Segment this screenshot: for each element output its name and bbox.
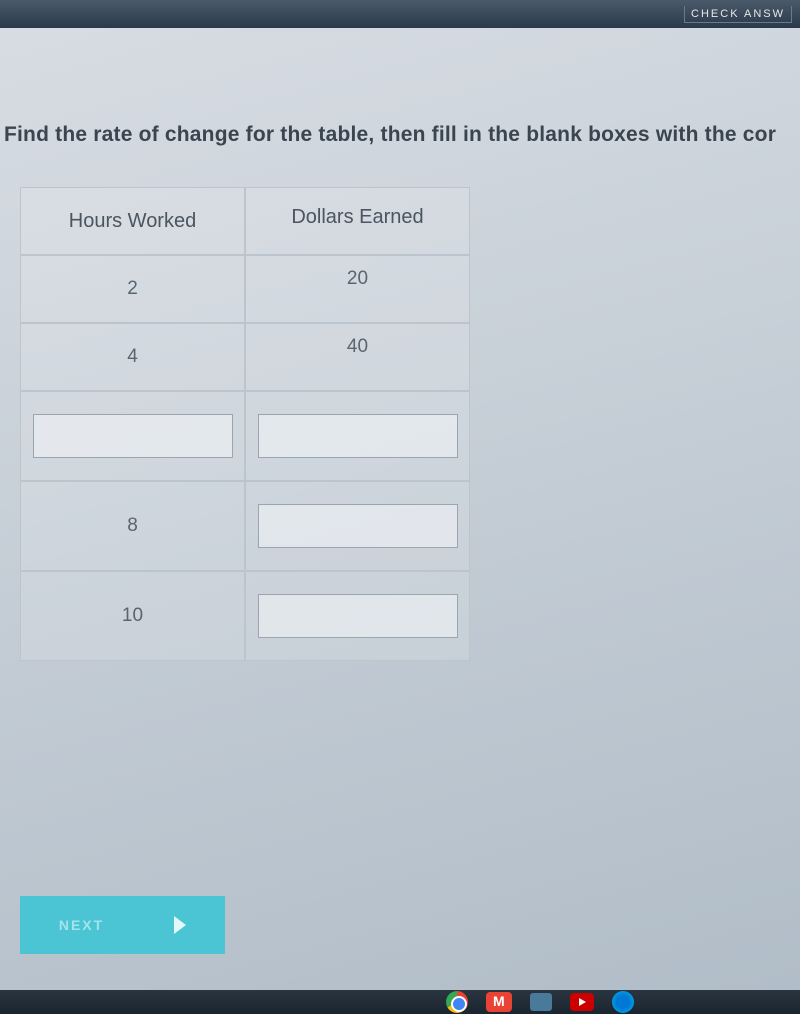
table-cell-hours: 8 [20, 481, 245, 571]
next-button[interactable]: NEXT [20, 896, 225, 954]
dollars-input[interactable] [258, 594, 458, 638]
check-answer-button[interactable]: CHECK ANSW [684, 6, 792, 23]
data-table: Hours Worked 2 4 8 10 Dollars Earned 20 … [20, 187, 800, 661]
table-cell-dollars-input [245, 571, 470, 661]
content-area: Find the rate of change for the table, t… [0, 28, 800, 661]
table-cell-hours: 4 [20, 323, 245, 391]
chevron-right-icon [174, 916, 186, 934]
table-header-dollars: Dollars Earned [245, 187, 470, 255]
files-icon[interactable] [530, 993, 552, 1011]
edge-icon[interactable] [612, 991, 634, 1013]
dollars-input[interactable] [258, 414, 458, 458]
table-cell-hours: 2 [20, 255, 245, 323]
table-cell-dollars: 20 [245, 255, 470, 323]
gmail-icon[interactable] [486, 992, 512, 1012]
top-bar: CHECK ANSW [0, 0, 800, 28]
youtube-icon[interactable] [570, 993, 594, 1011]
table-header-hours: Hours Worked [20, 187, 245, 255]
question-prompt: Find the rate of change for the table, t… [0, 123, 800, 147]
table-cell-dollars-input [245, 481, 470, 571]
table-column-hours: Hours Worked 2 4 8 10 [20, 187, 245, 661]
table-cell-hours: 10 [20, 571, 245, 661]
table-column-dollars: Dollars Earned 20 40 [245, 187, 470, 661]
table-cell-hours-input [20, 391, 245, 481]
table-cell-dollars: 40 [245, 323, 470, 391]
taskbar [0, 990, 800, 1014]
dollars-input[interactable] [258, 504, 458, 548]
chrome-icon[interactable] [446, 991, 468, 1013]
hours-input[interactable] [33, 414, 233, 458]
table-cell-dollars-input [245, 391, 470, 481]
next-button-label: NEXT [59, 917, 104, 933]
